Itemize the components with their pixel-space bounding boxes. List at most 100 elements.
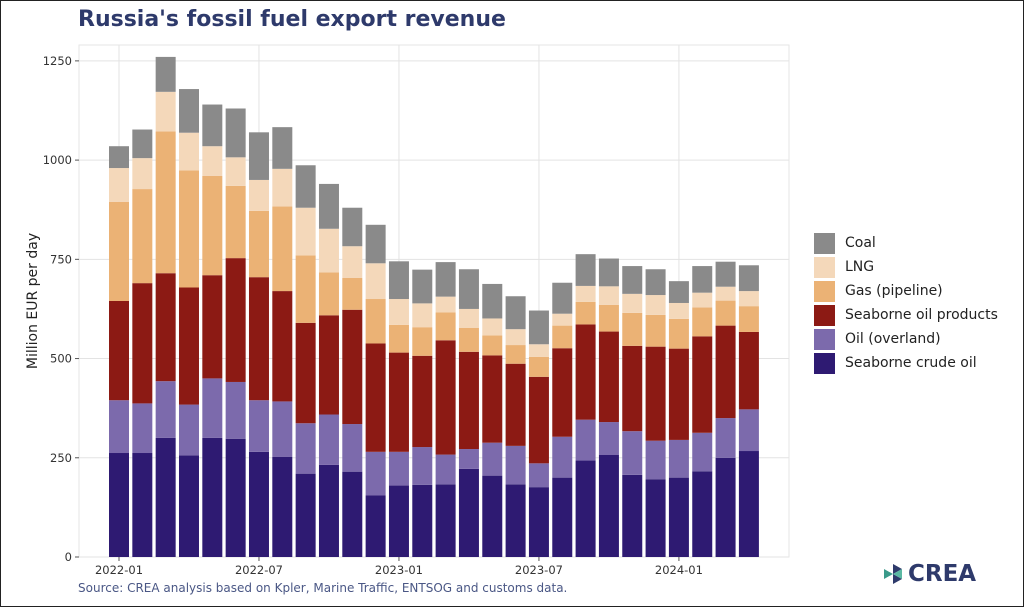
bar-coal-2024-04 — [738, 265, 759, 292]
bar-oil-overland-2023-02 — [412, 447, 433, 485]
bar-seaborne-crude-oil-2022-05 — [202, 437, 223, 557]
bar-oil-overland-2022-07 — [248, 400, 269, 452]
bar-seaborne-oil-products-2022-04 — [178, 287, 199, 405]
y-tick-label: 1250 — [43, 54, 72, 68]
bar-oil-overland-2022-09 — [295, 423, 316, 474]
bar-gas-pipeline-2023-11 — [622, 312, 643, 346]
bar-oil-overland-2023-06 — [505, 445, 526, 485]
bar-lng-2023-02 — [412, 303, 433, 328]
bar-seaborne-crude-oil-2022-07 — [248, 451, 269, 557]
bar-coal-2022-07 — [248, 132, 269, 180]
bar-seaborne-oil-products-2023-04 — [458, 351, 479, 450]
legend-item-seaborne-oil-products: Seaborne oil products — [814, 303, 998, 327]
bar-gas-pipeline-2022-10 — [318, 272, 339, 316]
bar-coal-2023-01 — [388, 261, 409, 300]
x-tick-label: 2023-07 — [515, 563, 563, 577]
bar-gas-pipeline-2022-06 — [225, 185, 246, 259]
bar-coal-2022-01 — [109, 146, 129, 169]
bar-gas-pipeline-2023-03 — [435, 312, 456, 341]
bar-seaborne-oil-products-2023-02 — [412, 355, 433, 448]
bar-oil-overland-2022-08 — [272, 401, 293, 457]
bar-lng-2022-10 — [318, 228, 339, 273]
y-tick-label: 500 — [50, 352, 72, 366]
bar-seaborne-oil-products-2023-10 — [598, 331, 619, 423]
bar-coal-2022-03 — [155, 56, 176, 92]
bar-lng-2023-11 — [622, 293, 643, 313]
legend-item-seaborne-crude-oil: Seaborne crude oil — [814, 351, 998, 375]
bar-seaborne-oil-products-2022-06 — [225, 258, 246, 382]
bar-coal-2023-10 — [598, 258, 619, 287]
bar-lng-2022-02 — [132, 158, 153, 190]
bar-seaborne-oil-products-2022-11 — [342, 309, 363, 425]
axis-layer: 0 250 500 750 1000 1250 2022-01 2022-07 2023-01 2… — [43, 54, 703, 577]
bar-gas-pipeline-2023-01 — [388, 324, 409, 353]
bar-seaborne-oil-products-2023-03 — [435, 340, 456, 455]
bar-coal-2022-05 — [202, 104, 223, 147]
bar-lng-2023-03 — [435, 296, 456, 313]
y-tick-label: 250 — [50, 451, 72, 465]
bar-seaborne-oil-products-2022-08 — [272, 291, 293, 402]
bar-oil-overland-2023-04 — [458, 449, 479, 469]
bar-seaborne-oil-products-2022-07 — [248, 277, 269, 401]
bar-coal-2022-11 — [342, 207, 363, 247]
x-tick-label: 2022-01 — [95, 563, 143, 577]
bar-lng-2023-10 — [598, 286, 619, 305]
bar-seaborne-oil-products-2022-02 — [132, 283, 153, 404]
bar-lng-2023-05 — [482, 318, 503, 336]
bar-seaborne-crude-oil-2022-10 — [318, 464, 339, 557]
bar-seaborne-oil-products-2022-03 — [155, 273, 176, 382]
legend-swatch — [814, 328, 835, 350]
bar-lng-2023-09 — [575, 285, 596, 302]
legend-item-lng: LNG — [814, 255, 998, 279]
legend-swatch — [814, 232, 835, 254]
legend-item-coal: Coal — [814, 231, 998, 255]
bar-seaborne-oil-products-2022-09 — [295, 322, 316, 424]
bar-seaborne-crude-oil-2023-06 — [505, 484, 526, 557]
crea-logo-icon — [884, 564, 902, 584]
bar-oil-overland-2023-07 — [528, 463, 549, 488]
bar-gas-pipeline-2022-05 — [202, 175, 223, 276]
bar-oil-overland-2023-12 — [645, 440, 666, 480]
bar-oil-overland-2022-10 — [318, 414, 339, 465]
bar-seaborne-crude-oil-2022-02 — [132, 453, 153, 557]
bar-lng-2022-04 — [178, 132, 199, 171]
bar-lng-2022-05 — [202, 146, 223, 176]
crea-logo: CREA — [881, 561, 976, 587]
bar-oil-overland-2023-08 — [552, 436, 573, 478]
bar-seaborne-oil-products-2024-04 — [738, 331, 759, 410]
legend-label: Gas (pipeline) — [845, 283, 943, 299]
bar-lng-2024-01 — [668, 302, 689, 319]
bar-seaborne-crude-oil-2024-03 — [715, 457, 736, 557]
bar-lng-2023-12 — [645, 295, 666, 315]
bar-gas-pipeline-2023-09 — [575, 301, 596, 325]
bar-oil-overland-2022-02 — [132, 403, 153, 454]
bar-lng-2022-11 — [342, 246, 363, 278]
bar-seaborne-crude-oil-2022-03 — [155, 437, 176, 557]
bar-coal-2022-04 — [178, 89, 199, 133]
bar-seaborne-crude-oil-2022-04 — [178, 455, 199, 557]
bar-lng-2022-09 — [295, 207, 316, 256]
bar-seaborne-oil-products-2022-01 — [109, 301, 129, 401]
bar-lng-2024-04 — [738, 291, 759, 307]
bar-lng-2024-02 — [692, 292, 713, 308]
bar-oil-overland-2024-01 — [668, 439, 689, 478]
bar-seaborne-crude-oil-2023-12 — [645, 479, 666, 557]
bar-gas-pipeline-2022-01 — [109, 201, 129, 301]
bar-seaborne-crude-oil-2023-10 — [598, 454, 619, 557]
bar-seaborne-crude-oil-2024-01 — [668, 477, 689, 557]
bar-seaborne-crude-oil-2023-01 — [388, 485, 409, 557]
legend-label: LNG — [845, 259, 875, 275]
legend-swatch — [814, 352, 835, 374]
y-tick-label: 0 — [65, 550, 72, 564]
bar-seaborne-oil-products-2022-10 — [318, 315, 339, 415]
bar-oil-overland-2024-04 — [738, 409, 759, 452]
bar-gas-pipeline-2022-08 — [272, 206, 293, 292]
y-tick-label: 750 — [50, 252, 72, 266]
bar-seaborne-oil-products-2023-01 — [388, 352, 409, 452]
bar-seaborne-crude-oil-2024-02 — [692, 471, 713, 557]
bar-seaborne-oil-products-2023-05 — [482, 355, 503, 443]
bar-oil-overland-2023-11 — [622, 431, 643, 475]
chart-title: Russia's fossil fuel export revenue — [78, 7, 506, 32]
